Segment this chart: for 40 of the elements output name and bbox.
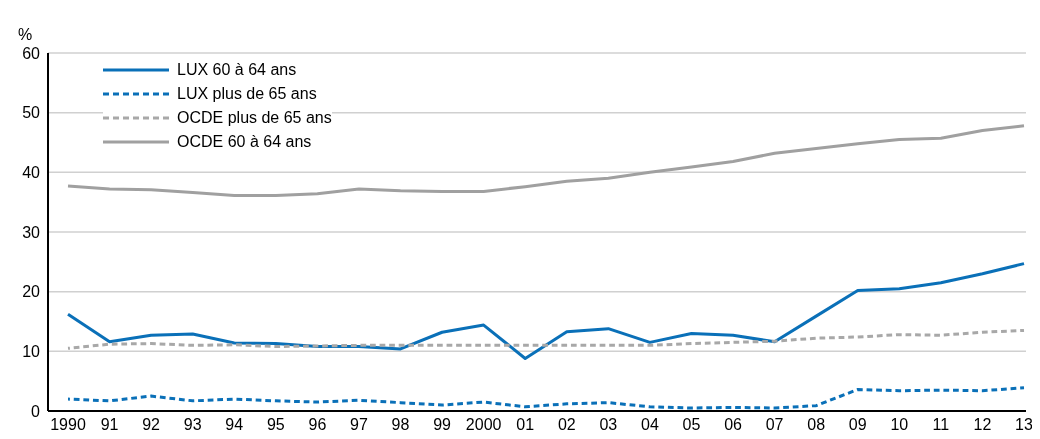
line-series bbox=[66, 262, 1026, 360]
y-tick-label: 20 bbox=[22, 283, 41, 301]
x-tick-label: 01 bbox=[516, 416, 535, 434]
legend-label: OCDE plus de 65 ans bbox=[177, 109, 332, 127]
x-tick-label: 98 bbox=[391, 416, 410, 434]
x-tick-label: 99 bbox=[433, 416, 452, 434]
x-tick-label: 13 bbox=[1015, 416, 1033, 434]
x-tick-label: 02 bbox=[557, 416, 576, 434]
line-series bbox=[66, 328, 1026, 350]
x-tick-label: 11 bbox=[932, 416, 950, 434]
legend-label: LUX plus de 65 ans bbox=[177, 85, 317, 103]
y-tick-label: 40 bbox=[22, 164, 41, 182]
y-tick-label: 50 bbox=[22, 104, 41, 122]
x-tick-label: 07 bbox=[765, 416, 784, 434]
y-tick-label: 30 bbox=[22, 223, 41, 241]
x-tick-label: 12 bbox=[973, 416, 992, 434]
x-tick-label: 08 bbox=[807, 416, 826, 434]
line-series bbox=[66, 124, 1026, 198]
x-tick-label: 93 bbox=[183, 416, 202, 434]
x-tick-label: 09 bbox=[848, 416, 867, 434]
x-tick-label: 04 bbox=[641, 416, 659, 434]
y-tick-label: 0 bbox=[31, 402, 41, 420]
y-tick-label: 10 bbox=[22, 343, 41, 361]
x-tick-label: 97 bbox=[350, 416, 368, 434]
legend-label: OCDE 60 à 64 ans bbox=[177, 133, 312, 151]
x-tick-label: 94 bbox=[225, 416, 244, 434]
x-tick-label: 06 bbox=[724, 416, 743, 434]
line-series bbox=[66, 386, 1026, 410]
x-tick-label: 91 bbox=[100, 416, 119, 434]
x-tick-label: 95 bbox=[266, 416, 285, 434]
x-tick-label: 92 bbox=[142, 416, 161, 434]
legend-label: LUX 60 à 64 ans bbox=[177, 61, 297, 79]
x-tick-label: 05 bbox=[682, 416, 701, 434]
x-tick-label: 96 bbox=[308, 416, 327, 434]
y-tick-label: 60 bbox=[22, 44, 41, 62]
x-tick-label: 2000 bbox=[465, 416, 502, 434]
x-tick-label: 1990 bbox=[50, 416, 86, 434]
x-tick-label: 03 bbox=[599, 416, 618, 434]
y-axis-title: % bbox=[18, 26, 33, 44]
x-tick-label: 10 bbox=[890, 416, 909, 434]
